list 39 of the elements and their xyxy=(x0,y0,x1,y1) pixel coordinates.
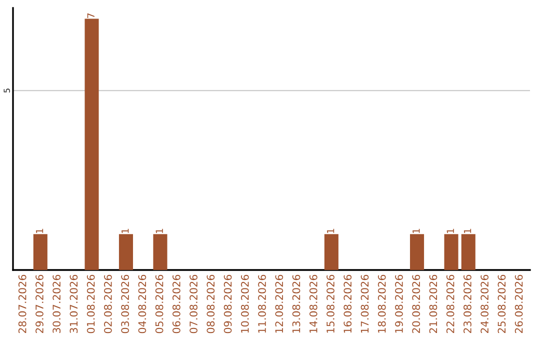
data-label: 1 xyxy=(156,228,163,234)
y-tick-label: 5 xyxy=(4,88,10,93)
x-tick-label: 07.08.2026 xyxy=(190,274,198,334)
x-tick-label: 13.08.2026 xyxy=(292,274,300,333)
x-tick-label: 22.08.2026 xyxy=(446,274,454,334)
x-tick-label: 12.08.2026 xyxy=(275,274,284,333)
x-tick-label: 04.08.2026 xyxy=(138,274,146,334)
x-tick-label: 17.08.2026 xyxy=(360,274,369,333)
x-tick-label: 20.08.2026 xyxy=(412,274,420,334)
x-tick-label: 28.07.2026 xyxy=(18,274,26,334)
x-tick-label: 25.08.2026 xyxy=(498,274,506,334)
x-tick-label: 15.08.2026 xyxy=(326,274,334,333)
data-label: 1 xyxy=(36,228,44,234)
x-tick-label: 08.08.2026 xyxy=(206,274,215,334)
x-tick-label: 02.08.2026 xyxy=(104,274,112,334)
x-tick-label: 30.07.2026 xyxy=(52,274,61,334)
data-label: 1 xyxy=(464,228,472,234)
x-tick-label: 11.08.2026 xyxy=(258,274,266,333)
x-tick-label: 24.08.2026 xyxy=(480,274,489,334)
x-tick-label: 01.08.2026 xyxy=(86,274,95,334)
x-tick-label: 18.08.2026 xyxy=(378,274,386,333)
x-tick-label: 14.08.2026 xyxy=(309,274,318,333)
x-tick-label: 31.07.2026 xyxy=(70,274,78,334)
x-tick-label: 03.08.2026 xyxy=(121,274,130,334)
data-label: 1 xyxy=(412,228,420,234)
x-tick-label: 21.08.2026 xyxy=(429,274,438,334)
x-tick-label: 23.08.2026 xyxy=(464,274,472,334)
x-tick-label: 16.08.2026 xyxy=(344,274,352,333)
x-tick-label: 05.08.2026 xyxy=(155,274,164,334)
data-label: 1 xyxy=(122,228,129,234)
x-tick-label: 09.08.2026 xyxy=(224,274,232,334)
data-label: 1 xyxy=(327,228,334,234)
x-tick-label: 06.08.2026 xyxy=(172,274,180,334)
x-tick-label: 26.08.2026 xyxy=(514,274,523,334)
x-tick-label: 19.08.2026 xyxy=(395,274,403,333)
x-tick-label: 10.08.2026 xyxy=(240,274,249,333)
data-label: 7 xyxy=(87,13,94,18)
x-tick-label: 29.07.2026 xyxy=(36,274,44,334)
data-label: 1 xyxy=(446,228,454,234)
